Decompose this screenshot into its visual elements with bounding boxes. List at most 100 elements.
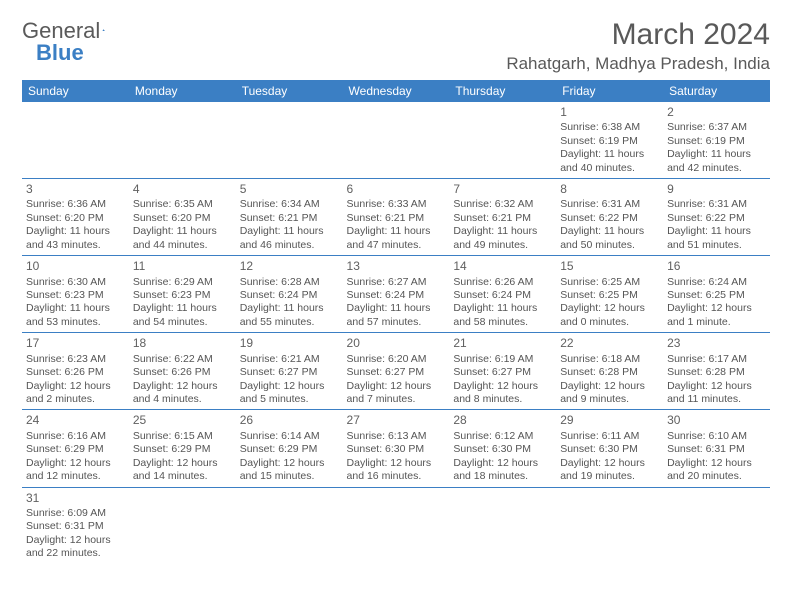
calendar-cell: 9Sunrise: 6:31 AMSunset: 6:22 PMDaylight… bbox=[663, 179, 770, 256]
sunset-text: Sunset: 6:30 PM bbox=[560, 443, 659, 456]
day-number: 10 bbox=[26, 259, 125, 274]
sunrise-text: Sunrise: 6:29 AM bbox=[133, 276, 232, 289]
day-number: 11 bbox=[133, 259, 232, 274]
calendar-cell-empty bbox=[663, 487, 770, 564]
day-number: 15 bbox=[560, 259, 659, 274]
title-block: March 2024 Rahatgarh, Madhya Pradesh, In… bbox=[506, 18, 770, 74]
sunrise-text: Sunrise: 6:30 AM bbox=[26, 276, 125, 289]
day-number: 28 bbox=[453, 413, 552, 428]
calendar-cell-empty bbox=[236, 487, 343, 564]
calendar-cell: 6Sunrise: 6:33 AMSunset: 6:21 PMDaylight… bbox=[343, 179, 450, 256]
daylight-text: Daylight: 11 hours bbox=[26, 302, 125, 315]
calendar-cell: 10Sunrise: 6:30 AMSunset: 6:23 PMDayligh… bbox=[22, 256, 129, 333]
day-number: 14 bbox=[453, 259, 552, 274]
daylight-text: and 8 minutes. bbox=[453, 393, 552, 406]
day-number: 5 bbox=[240, 182, 339, 197]
daylight-text: Daylight: 12 hours bbox=[133, 380, 232, 393]
calendar-cell: 22Sunrise: 6:18 AMSunset: 6:28 PMDayligh… bbox=[556, 333, 663, 410]
sunrise-text: Sunrise: 6:27 AM bbox=[347, 276, 446, 289]
day-number: 2 bbox=[667, 105, 766, 120]
daylight-text: Daylight: 12 hours bbox=[667, 380, 766, 393]
calendar-cell-empty bbox=[449, 102, 556, 179]
daylight-text: and 42 minutes. bbox=[667, 162, 766, 175]
daylight-text: and 53 minutes. bbox=[26, 316, 125, 329]
sunset-text: Sunset: 6:22 PM bbox=[667, 212, 766, 225]
calendar-cell: 29 Sunrise: 6:11 AMSunset: 6:30 PMDayligh… bbox=[556, 410, 663, 487]
sunrise-text: Sunrise: 6:14 AM bbox=[240, 430, 339, 443]
daylight-text: and 51 minutes. bbox=[667, 239, 766, 252]
weekday-header: Monday bbox=[129, 80, 236, 102]
day-number: 9 bbox=[667, 182, 766, 197]
sunrise-text: Sunrise: 6:09 AM bbox=[26, 507, 125, 520]
daylight-text: Daylight: 11 hours bbox=[560, 148, 659, 161]
daylight-text: Daylight: 12 hours bbox=[240, 457, 339, 470]
daylight-text: and 2 minutes. bbox=[26, 393, 125, 406]
calendar-row: 24Sunrise: 6:16 AMSunset: 6:29 PMDayligh… bbox=[22, 410, 770, 487]
sunset-text: Sunset: 6:19 PM bbox=[667, 135, 766, 148]
daylight-text: Daylight: 12 hours bbox=[560, 380, 659, 393]
day-number: 8 bbox=[560, 182, 659, 197]
sunset-text: Sunset: 6:22 PM bbox=[560, 212, 659, 225]
calendar-row: 31Sunrise: 6:09 AMSunset: 6:31 PMDayligh… bbox=[22, 487, 770, 564]
calendar-cell-empty bbox=[129, 102, 236, 179]
daylight-text: Daylight: 12 hours bbox=[453, 457, 552, 470]
day-number: 20 bbox=[347, 336, 446, 351]
daylight-text: Daylight: 11 hours bbox=[347, 302, 446, 315]
day-number: 17 bbox=[26, 336, 125, 351]
day-number: 1 bbox=[560, 105, 659, 120]
daylight-text: Daylight: 11 hours bbox=[26, 225, 125, 238]
sunset-text: Sunset: 6:19 PM bbox=[560, 135, 659, 148]
daylight-text: Daylight: 12 hours bbox=[560, 457, 659, 470]
day-number: 27 bbox=[347, 413, 446, 428]
calendar-cell-empty bbox=[129, 487, 236, 564]
sunrise-text: Sunrise: 6:17 AM bbox=[667, 353, 766, 366]
daylight-text: and 49 minutes. bbox=[453, 239, 552, 252]
sunrise-text: Sunrise: 6:12 AM bbox=[453, 430, 552, 443]
daylight-text: and 46 minutes. bbox=[240, 239, 339, 252]
day-number: 6 bbox=[347, 182, 446, 197]
day-number: 26 bbox=[240, 413, 339, 428]
sunrise-text: Sunrise: 6:13 AM bbox=[347, 430, 446, 443]
sunrise-text: Sunrise: 6:36 AM bbox=[26, 198, 125, 211]
month-title: March 2024 bbox=[506, 18, 770, 52]
sunrise-text: Sunrise: 6:24 AM bbox=[667, 276, 766, 289]
sunrise-text: Sunrise: 6:15 AM bbox=[133, 430, 232, 443]
page-header: General March 2024 Rahatgarh, Madhya Pra… bbox=[22, 18, 770, 74]
day-number: 18 bbox=[133, 336, 232, 351]
sunset-text: Sunset: 6:21 PM bbox=[240, 212, 339, 225]
sunset-text: Sunset: 6:27 PM bbox=[240, 366, 339, 379]
calendar-cell: 31Sunrise: 6:09 AMSunset: 6:31 PMDayligh… bbox=[22, 487, 129, 564]
sunset-text: Sunset: 6:28 PM bbox=[560, 366, 659, 379]
calendar-cell: 4Sunrise: 6:35 AMSunset: 6:20 PMDaylight… bbox=[129, 179, 236, 256]
weekday-header: Friday bbox=[556, 80, 663, 102]
daylight-text: Daylight: 12 hours bbox=[240, 380, 339, 393]
calendar-cell: 25Sunrise: 6:15 AMSunset: 6:29 PMDayligh… bbox=[129, 410, 236, 487]
sunrise-text: Sunrise: 6:26 AM bbox=[453, 276, 552, 289]
sunrise-text: Sunrise: 6:32 AM bbox=[453, 198, 552, 211]
day-number: 19 bbox=[240, 336, 339, 351]
sunrise-text: Sunrise: 6:23 AM bbox=[26, 353, 125, 366]
sail-icon bbox=[102, 22, 105, 38]
daylight-text: Daylight: 12 hours bbox=[133, 457, 232, 470]
daylight-text: and 44 minutes. bbox=[133, 239, 232, 252]
sunrise-text: Sunrise: 6:31 AM bbox=[560, 198, 659, 211]
daylight-text: Daylight: 11 hours bbox=[453, 225, 552, 238]
day-number: 29 bbox=[560, 413, 659, 428]
sunrise-text: Sunrise: 6:22 AM bbox=[133, 353, 232, 366]
sunset-text: Sunset: 6:26 PM bbox=[26, 366, 125, 379]
daylight-text: and 57 minutes. bbox=[347, 316, 446, 329]
calendar-table: SundayMondayTuesdayWednesdayThursdayFrid… bbox=[22, 80, 770, 564]
calendar-body: 1Sunrise: 6:38 AMSunset: 6:19 PMDaylight… bbox=[22, 102, 770, 564]
daylight-text: Daylight: 12 hours bbox=[26, 380, 125, 393]
calendar-cell-empty bbox=[236, 102, 343, 179]
sunrise-text: Sunrise: 6:38 AM bbox=[560, 121, 659, 134]
daylight-text: and 19 minutes. bbox=[560, 470, 659, 483]
daylight-text: and 43 minutes. bbox=[26, 239, 125, 252]
calendar-row: 17Sunrise: 6:23 AMSunset: 6:26 PMDayligh… bbox=[22, 333, 770, 410]
daylight-text: and 54 minutes. bbox=[133, 316, 232, 329]
daylight-text: and 16 minutes. bbox=[347, 470, 446, 483]
sunset-text: Sunset: 6:24 PM bbox=[240, 289, 339, 302]
daylight-text: Daylight: 11 hours bbox=[667, 148, 766, 161]
day-number: 31 bbox=[26, 491, 125, 506]
sunrise-text: Sunrise: 6:11 AM bbox=[560, 430, 659, 443]
